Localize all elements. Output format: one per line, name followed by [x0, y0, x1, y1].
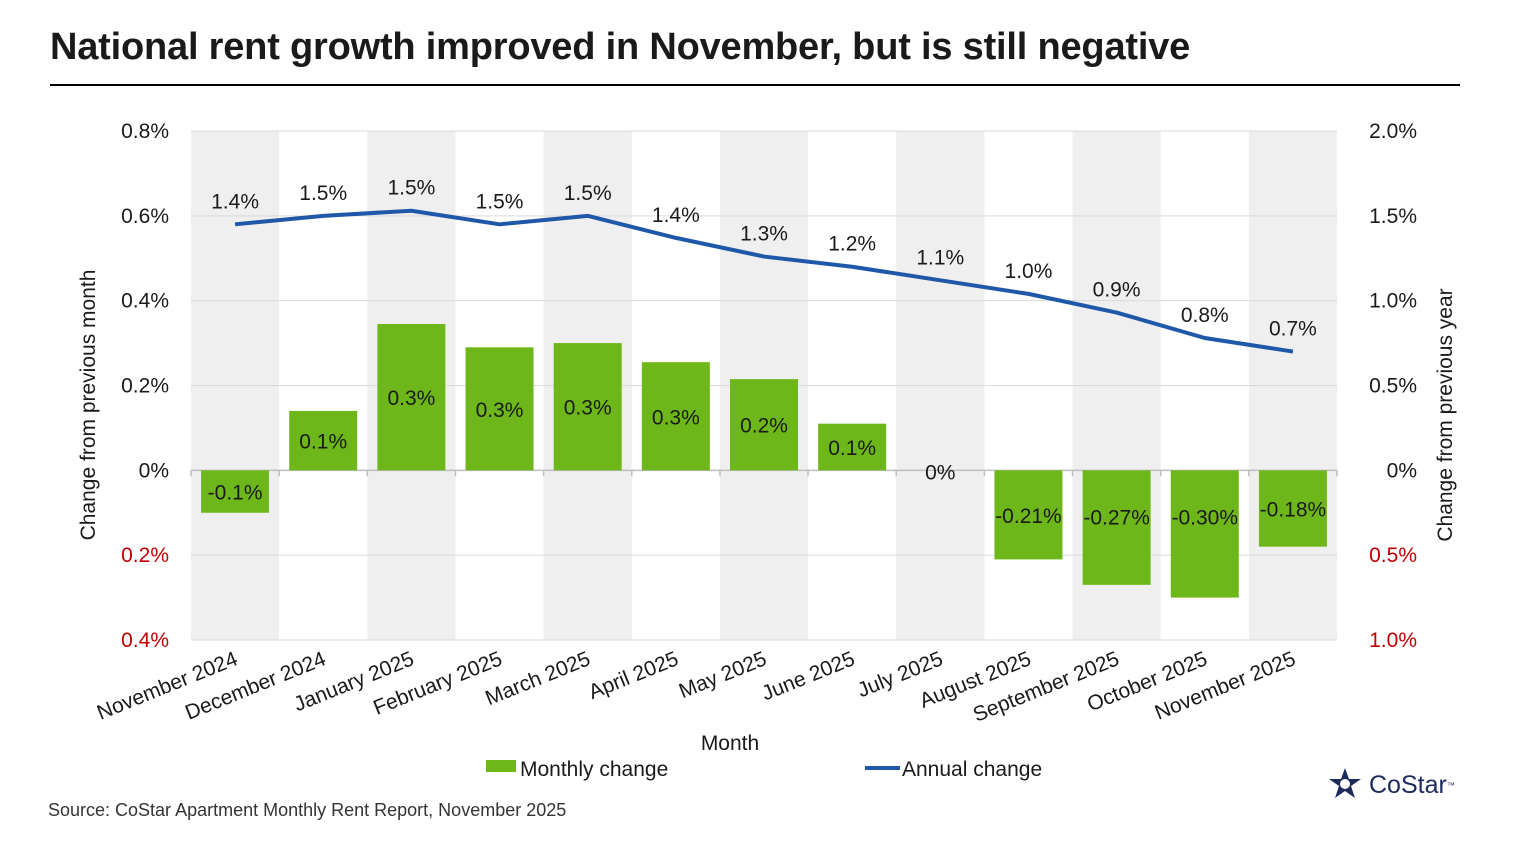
- annual-line: [234, 208, 1294, 354]
- bar-monthly-change: [994, 470, 1063, 560]
- bar-data-label: 0.3%: [387, 387, 435, 410]
- y-right-tick-label: 0%: [1387, 459, 1417, 482]
- rent-growth-chart: -0.1% 0.1% 0.3% 0.3% 0.3% 0.3% 0.2% 0.1% 0% -0.21…: [77, 120, 1457, 781]
- line-data-labels: 1.4% 1.5% 1.5% 1.5% 1.5% 1.4% 1.3% 1.2% 1.1% 1.0%…: [211, 177, 1317, 341]
- costar-logo: CoStar ™: [1326, 766, 1455, 804]
- bar-monthly-change: [1082, 470, 1151, 585]
- y-right-tick-label: 1.0%: [1369, 629, 1417, 652]
- bar-monthly-change: [201, 470, 270, 513]
- bar-monthly-change: [730, 379, 798, 471]
- legend-label-monthly: Monthly change: [520, 758, 668, 781]
- line-data-label: 1.5%: [299, 182, 347, 205]
- bar-monthly-change: [377, 323, 446, 471]
- bar-data-label: 0.1%: [828, 437, 876, 460]
- x-axis-title: Month: [701, 732, 759, 755]
- legend: Monthly change Annual change: [486, 758, 1042, 781]
- line-data-label: 1.1%: [916, 246, 964, 269]
- legend-label-annual: Annual change: [902, 758, 1042, 781]
- source-note: Source: CoStar Apartment Monthly Rent Re…: [48, 800, 567, 820]
- line-data-label: 0.8%: [1181, 304, 1229, 327]
- x-tick-label: April 2025: [585, 647, 681, 704]
- costar-logo-tm: ™: [1446, 780, 1455, 790]
- line-data-label: 1.5%: [564, 182, 612, 205]
- bar-monthly-change: [818, 423, 887, 471]
- y-left-tick-label: 0.8%: [121, 120, 169, 143]
- title-divider: [50, 84, 1460, 86]
- bar-data-label: -0.30%: [1171, 506, 1238, 529]
- annual-change-line: [234, 208, 1294, 354]
- y-right-tick-label: 2.0%: [1369, 120, 1417, 143]
- bar-monthly-change: [1170, 470, 1239, 598]
- line-data-label: 1.4%: [211, 190, 259, 213]
- bar-data-label: -0.27%: [1083, 506, 1150, 529]
- page-title: National rent growth improved in Novembe…: [50, 26, 1191, 68]
- line-data-label: 1.4%: [652, 204, 700, 227]
- bar-data-label: 0.3%: [652, 406, 700, 429]
- y-left-tick-label: 0.2%: [121, 544, 169, 567]
- bar-data-label: 0.3%: [564, 397, 612, 420]
- bar-data-label: 0.3%: [476, 399, 524, 422]
- y-axis-left-title: Change from previous month: [77, 270, 100, 541]
- y-axis-right-title: Change from previous year: [1434, 288, 1457, 541]
- bar-monthly-change: [465, 347, 534, 471]
- line-data-label: 1.0%: [1005, 260, 1053, 283]
- y-left-tick-label: 0%: [139, 459, 169, 482]
- y-left-tick-label: 0.4%: [121, 629, 169, 652]
- bar-data-label: -0.18%: [1260, 499, 1327, 522]
- bar-data-label: 0.2%: [740, 415, 788, 438]
- monthly-bars: [201, 323, 1327, 598]
- right-axis-ticks: 2.0% 1.5% 1.0% 0.5% 0% 0.5% 1.0%: [1369, 120, 1417, 652]
- y-right-tick-label: 0.5%: [1369, 544, 1417, 567]
- bar-data-labels: -0.1% 0.1% 0.3% 0.3% 0.3% 0.3% 0.2% 0.1% 0% -0.21…: [208, 387, 1327, 529]
- bar-data-label: 0.1%: [299, 431, 347, 454]
- y-right-tick-label: 1.0%: [1369, 290, 1417, 313]
- line-data-label: 0.7%: [1269, 318, 1317, 341]
- x-tick-label: May 2025: [676, 647, 770, 703]
- y-left-tick-label: 0.2%: [121, 375, 169, 398]
- costar-star-icon: [1329, 768, 1361, 798]
- line-data-label: 1.2%: [828, 233, 876, 256]
- y-left-tick-label: 0.6%: [121, 205, 169, 228]
- bar-monthly-change: [1258, 470, 1327, 547]
- line-data-label: 1.3%: [740, 223, 788, 246]
- bar-data-label: -0.1%: [208, 482, 263, 505]
- x-tick-label: September 2025: [970, 647, 1123, 726]
- left-axis-ticks: 0.8% 0.6% 0.4% 0.2% 0% 0.2% 0.4%: [121, 120, 169, 652]
- y-left-tick-label: 0.4%: [121, 290, 169, 313]
- x-tick-label: June 2025: [758, 647, 858, 705]
- bar-monthly-change: [641, 362, 710, 471]
- y-right-tick-label: 1.5%: [1369, 205, 1417, 228]
- bar-monthly-change: [553, 343, 622, 471]
- bar-monthly-change: [289, 410, 358, 471]
- bar-data-label: 0%: [925, 461, 955, 484]
- line-data-label: 1.5%: [476, 190, 524, 213]
- legend-swatch-monthly: [486, 760, 516, 772]
- y-right-tick-label: 0.5%: [1369, 375, 1417, 398]
- costar-logo-text: CoStar: [1369, 770, 1447, 799]
- bar-data-label: -0.21%: [995, 505, 1062, 528]
- line-data-label: 0.9%: [1093, 279, 1141, 302]
- line-data-label: 1.5%: [387, 177, 435, 200]
